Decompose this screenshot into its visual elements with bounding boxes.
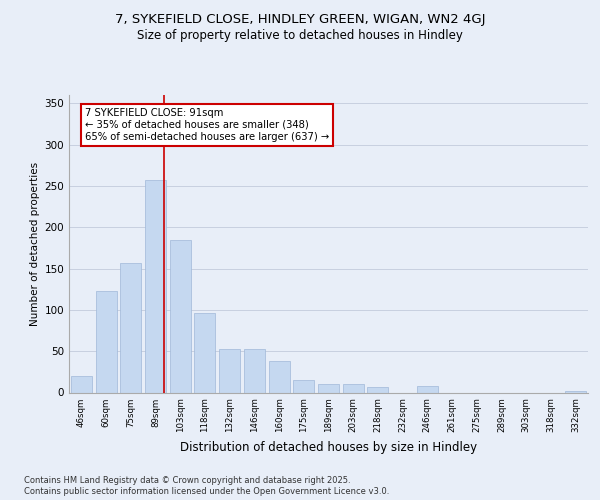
Y-axis label: Number of detached properties: Number of detached properties [30,162,40,326]
Bar [343,384,364,392]
Text: Contains public sector information licensed under the Open Government Licence v3: Contains public sector information licen… [24,487,389,496]
Bar [244,348,265,393]
Bar [367,386,388,392]
Bar [145,180,166,392]
Text: 7, SYKEFIELD CLOSE, HINDLEY GREEN, WIGAN, WN2 4GJ: 7, SYKEFIELD CLOSE, HINDLEY GREEN, WIGAN… [115,12,485,26]
Bar [565,391,586,392]
Bar [120,263,141,392]
Bar [170,240,191,392]
Bar [269,361,290,392]
Bar [318,384,339,392]
X-axis label: Distribution of detached houses by size in Hindley: Distribution of detached houses by size … [180,440,477,454]
Bar [219,348,240,393]
Bar [95,291,116,392]
Bar [71,376,92,392]
Bar [293,380,314,392]
Bar [417,386,438,392]
Text: Size of property relative to detached houses in Hindley: Size of property relative to detached ho… [137,28,463,42]
Text: 7 SYKEFIELD CLOSE: 91sqm
← 35% of detached houses are smaller (348)
65% of semi-: 7 SYKEFIELD CLOSE: 91sqm ← 35% of detach… [85,108,329,142]
Bar [194,313,215,392]
Text: Contains HM Land Registry data © Crown copyright and database right 2025.: Contains HM Land Registry data © Crown c… [24,476,350,485]
